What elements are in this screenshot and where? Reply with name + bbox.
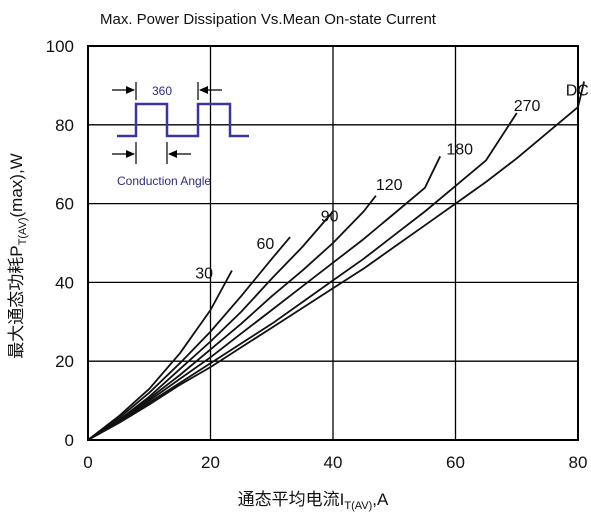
inset-period-arrowhead-left bbox=[126, 86, 135, 94]
x-axis-ticks: 0 20 40 60 80 bbox=[83, 453, 587, 472]
curve-label-270: 270 bbox=[514, 98, 541, 115]
y-axis-label-unit: (max),W bbox=[7, 153, 26, 217]
x-tick-label: 40 bbox=[324, 453, 343, 472]
inset-conduction-arrowhead-right bbox=[168, 150, 177, 158]
x-axis-label-main: 通态平均电流I bbox=[238, 490, 345, 509]
x-tick-label: 0 bbox=[83, 453, 92, 472]
curve-label-120: 120 bbox=[376, 177, 403, 194]
y-axis-label: 最大通态功耗PT(AV)(max),W bbox=[7, 153, 29, 358]
curve-label-60: 60 bbox=[256, 236, 274, 253]
chart-title: Max. Power Dissipation Vs.Mean On-state … bbox=[100, 11, 437, 28]
inset-square-wave bbox=[117, 102, 249, 138]
curve-dc bbox=[87, 81, 585, 441]
x-tick-label: 80 bbox=[569, 453, 588, 472]
curve-30 bbox=[87, 270, 233, 441]
y-tick-label: 0 bbox=[65, 431, 74, 450]
curves bbox=[87, 81, 585, 441]
curve-label-90: 90 bbox=[321, 208, 339, 225]
plot-frame bbox=[87, 45, 579, 441]
curve-120 bbox=[87, 195, 377, 441]
y-axis-ticks: 0 20 40 60 80 100 bbox=[46, 37, 74, 450]
y-tick-label: 20 bbox=[55, 352, 74, 371]
curve-60 bbox=[87, 236, 291, 441]
x-axis-label: 通态平均电流IT(AV),A bbox=[238, 490, 389, 512]
y-tick-label: 40 bbox=[55, 273, 74, 292]
curve-label-30: 30 bbox=[195, 265, 213, 282]
y-tick-label: 100 bbox=[46, 37, 74, 56]
inset-period-arrowhead-right bbox=[199, 86, 208, 94]
x-axis-label-sub: T(AV) bbox=[344, 500, 372, 512]
curve-270 bbox=[87, 112, 518, 441]
conduction-angle-inset: 360 Conduction Angle bbox=[112, 82, 249, 188]
y-tick-label: 80 bbox=[55, 116, 74, 135]
inset-conduction-arrowhead-left bbox=[126, 150, 135, 158]
grid bbox=[88, 46, 578, 440]
curve-label-dc: DC bbox=[566, 82, 589, 99]
inset-period-label: 360 bbox=[152, 84, 172, 98]
y-tick-label: 60 bbox=[55, 195, 74, 214]
curve-180 bbox=[87, 155, 442, 441]
curve-label-180: 180 bbox=[446, 141, 473, 158]
x-axis-label-unit: ,A bbox=[372, 490, 389, 509]
inset-caption: Conduction Angle bbox=[117, 174, 211, 188]
y-axis-label-sub: T(AV) bbox=[17, 217, 29, 245]
y-axis-label-main: 最大通态功耗P bbox=[7, 245, 26, 358]
curve-labels: 30 60 90 120 180 270 DC bbox=[195, 82, 589, 282]
x-tick-label: 20 bbox=[201, 453, 220, 472]
x-tick-label: 60 bbox=[446, 453, 465, 472]
